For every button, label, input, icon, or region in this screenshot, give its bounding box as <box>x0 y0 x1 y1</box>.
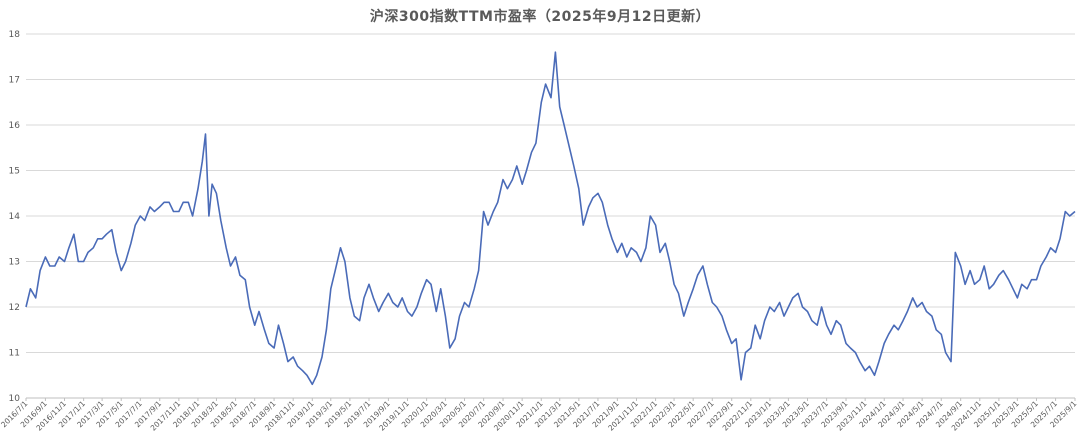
y-tick-label: 10 <box>9 394 21 404</box>
y-tick-label: 12 <box>9 303 20 313</box>
series-line <box>25 51 1076 386</box>
y-tick-label: 15 <box>9 167 20 177</box>
y-tick-label: 17 <box>9 76 20 86</box>
y-tick-label: 18 <box>9 30 21 40</box>
y-tick-label: 16 <box>9 121 21 131</box>
y-tick-label: 13 <box>9 258 20 268</box>
y-tick-label: 14 <box>9 212 21 222</box>
chart-title: 沪深300指数TTM市盈率（2025年9月12日更新） <box>369 9 711 25</box>
y-tick-label: 11 <box>9 349 20 359</box>
